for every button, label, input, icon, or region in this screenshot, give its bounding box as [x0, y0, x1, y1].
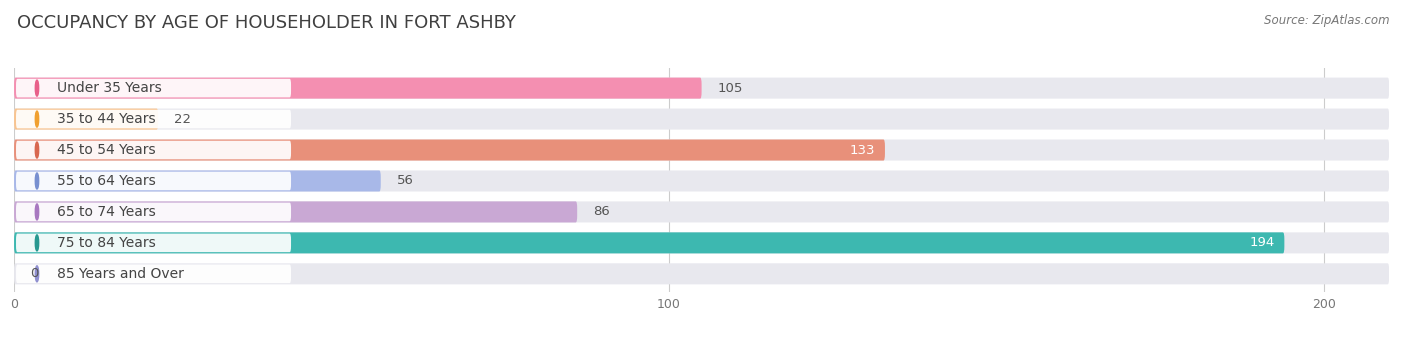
Text: 56: 56 — [396, 174, 413, 187]
FancyBboxPatch shape — [15, 234, 291, 252]
Circle shape — [35, 142, 39, 158]
FancyBboxPatch shape — [15, 203, 291, 221]
Text: OCCUPANCY BY AGE OF HOUSEHOLDER IN FORT ASHBY: OCCUPANCY BY AGE OF HOUSEHOLDER IN FORT … — [17, 14, 516, 32]
Text: 22: 22 — [174, 113, 191, 125]
Circle shape — [35, 204, 39, 220]
FancyBboxPatch shape — [14, 170, 381, 191]
FancyBboxPatch shape — [14, 139, 1389, 160]
FancyBboxPatch shape — [14, 201, 578, 222]
Text: 133: 133 — [849, 143, 875, 156]
Text: 0: 0 — [31, 267, 39, 280]
Text: 35 to 44 Years: 35 to 44 Years — [56, 112, 155, 126]
FancyBboxPatch shape — [14, 201, 1389, 222]
FancyBboxPatch shape — [14, 170, 1389, 191]
FancyBboxPatch shape — [14, 263, 1389, 284]
Text: 65 to 74 Years: 65 to 74 Years — [56, 205, 156, 219]
Circle shape — [35, 80, 39, 96]
Text: 75 to 84 Years: 75 to 84 Years — [56, 236, 156, 250]
FancyBboxPatch shape — [14, 232, 1284, 253]
Text: Source: ZipAtlas.com: Source: ZipAtlas.com — [1264, 14, 1389, 27]
FancyBboxPatch shape — [14, 108, 157, 130]
Text: 86: 86 — [593, 205, 610, 218]
FancyBboxPatch shape — [14, 232, 1389, 253]
FancyBboxPatch shape — [14, 78, 1389, 99]
FancyBboxPatch shape — [15, 141, 291, 159]
FancyBboxPatch shape — [15, 79, 291, 97]
FancyBboxPatch shape — [15, 172, 291, 190]
FancyBboxPatch shape — [14, 78, 702, 99]
Circle shape — [35, 173, 39, 189]
Circle shape — [35, 266, 39, 282]
Text: 105: 105 — [718, 82, 744, 95]
FancyBboxPatch shape — [15, 265, 291, 283]
Circle shape — [35, 111, 39, 127]
Text: 194: 194 — [1250, 236, 1275, 249]
Text: 55 to 64 Years: 55 to 64 Years — [56, 174, 156, 188]
FancyBboxPatch shape — [15, 110, 291, 129]
FancyBboxPatch shape — [14, 108, 1389, 130]
Text: Under 35 Years: Under 35 Years — [56, 81, 162, 95]
Text: 85 Years and Over: 85 Years and Over — [56, 267, 184, 281]
Text: 45 to 54 Years: 45 to 54 Years — [56, 143, 155, 157]
Circle shape — [35, 235, 39, 251]
FancyBboxPatch shape — [14, 139, 884, 160]
